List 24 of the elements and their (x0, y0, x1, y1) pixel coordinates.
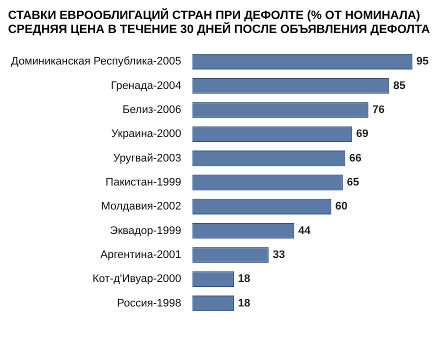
y-tick-label: Россия-1998 (117, 297, 182, 310)
y-tick-label: Белиз-2006 (122, 104, 182, 116)
data-label: 60 (335, 200, 348, 213)
y-tick-label: Кот-д'Ивуар-2000 (92, 273, 182, 286)
y-tick-label: Эквадор-1999 (110, 224, 182, 237)
data-label: 85 (393, 80, 406, 92)
y-tick-label: Украина-2000 (111, 128, 182, 140)
data-label: 76 (372, 104, 385, 116)
data-label: 69 (356, 128, 368, 140)
data-label: 44 (298, 224, 312, 237)
data-label: 18 (238, 297, 250, 310)
chart-subtitle: СРЕДНЯЯ ЦЕНА В ТЕЧЕНИЕ 30 ДНЕЙ ПОСЛЕ ОБЪЯВЛЕНИЯ ДЕФОЛТА (8, 22, 431, 36)
data-label: 66 (349, 152, 362, 164)
data-label: 33 (272, 249, 285, 262)
y-tick-label: Аргентина-2001 (100, 249, 182, 262)
chart-title: СТАВКИ ЕВРООБЛИГАЦИЙ СТРАН ПРИ ДЕФОЛТЕ (% ОТ НОМИНАЛА) (8, 8, 422, 22)
data-label: 18 (238, 273, 250, 286)
y-tick-label: Уругвай-2003 (113, 152, 182, 164)
y-tick-label: Доминиканская Республика-2005 (10, 56, 182, 68)
y-tick-label: Гренада-2004 (110, 80, 182, 92)
data-label: 95 (416, 56, 429, 68)
data-label: 65 (346, 176, 360, 189)
y-tick-label: Пакистан-1999 (106, 176, 182, 189)
y-tick-label: Молдавия-2002 (101, 200, 182, 213)
